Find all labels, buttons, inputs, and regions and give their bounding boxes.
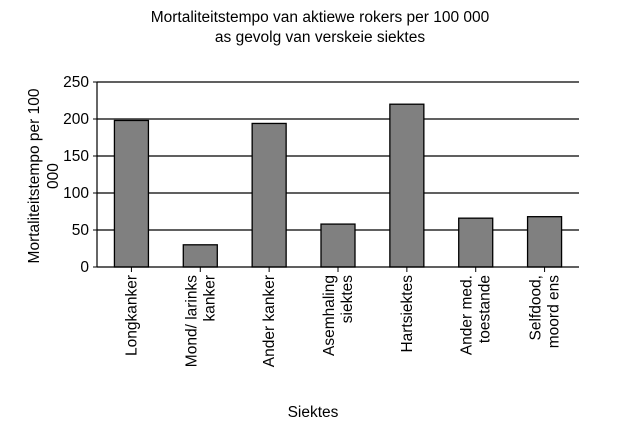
y-tick-label: 50 — [72, 222, 90, 239]
bar — [182, 244, 218, 268]
x-axis-title: Siektes — [288, 404, 339, 421]
x-tick-label: Selfdood, — [528, 275, 545, 341]
bar — [526, 216, 563, 268]
y-tick-label: 150 — [63, 148, 89, 165]
x-tick-label: Hartsiektes — [399, 275, 416, 353]
x-tick-label: Ander kanker — [261, 275, 278, 367]
x-tick-label: moord ens — [546, 275, 563, 348]
y-tick-label: 200 — [63, 111, 89, 128]
x-tick-label: toestande — [477, 275, 494, 343]
x-tick-label: Longkanker — [123, 275, 140, 356]
bar — [458, 217, 494, 268]
y-axis-title-line-1: Mortaliteitstempo per 100 — [26, 88, 43, 263]
bars — [113, 103, 563, 268]
chart-title-line-1: Mortaliteitstempo van aktiewe rokers per… — [151, 9, 490, 26]
bar — [251, 122, 287, 268]
x-tick-label: siektes — [339, 275, 356, 323]
y-axis-title-line-2: 000 — [45, 163, 62, 189]
bar — [389, 103, 425, 268]
x-axis-ticks: Longkanker Mond/ larinks kanker Ander kanke… — [123, 267, 563, 367]
x-tick-label: Ander med. — [459, 275, 476, 355]
x-tick-label: Asemhaling — [321, 275, 338, 356]
chart-title-line-2: as gevolg van verskeie siektes — [215, 29, 425, 46]
bar — [320, 223, 356, 268]
gridlines — [97, 81, 579, 231]
y-tick-label: 250 — [63, 74, 89, 91]
y-tick-label: 100 — [63, 185, 89, 202]
bar — [113, 119, 150, 268]
x-tick-label: Mond/ larinks — [183, 275, 200, 367]
y-tick-label: 0 — [80, 259, 89, 276]
x-tick-label: kanker — [201, 275, 218, 322]
y-axis-ticks: 0 50 100 150 200 250 — [63, 74, 97, 276]
